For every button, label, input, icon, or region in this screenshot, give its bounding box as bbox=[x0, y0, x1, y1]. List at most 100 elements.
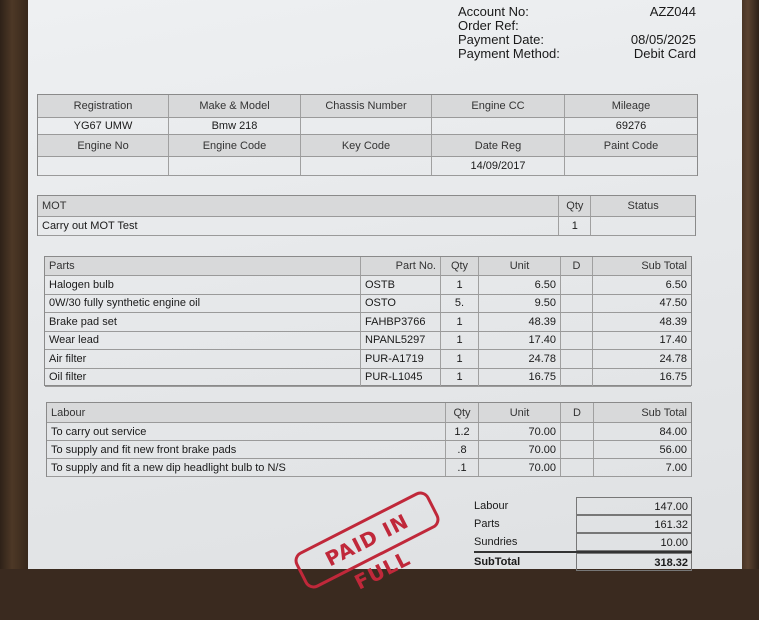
column-header: Unit bbox=[479, 403, 561, 422]
column-header: D bbox=[561, 257, 593, 275]
table-cell bbox=[38, 157, 169, 175]
table-cell: Air filter bbox=[45, 350, 361, 368]
table-cell: OSTO bbox=[361, 294, 441, 312]
table-cell: 48.39 bbox=[479, 313, 561, 331]
table-cell: NPANL5297 bbox=[361, 331, 441, 349]
table-row: Air filter PUR-A1719 1 24.78 24.78 bbox=[45, 350, 691, 369]
column-header: Status bbox=[627, 200, 659, 212]
column-header: Engine Code bbox=[169, 135, 301, 156]
table-cell bbox=[561, 368, 593, 386]
table-cell: Oil filter bbox=[45, 368, 361, 386]
total-value: 10.00 bbox=[576, 533, 692, 551]
total-label: SubTotal bbox=[474, 556, 521, 568]
column-header: Mileage bbox=[611, 100, 651, 112]
table-cell bbox=[561, 441, 594, 458]
table-header-row: Labour Qty Unit D Sub Total bbox=[47, 403, 691, 423]
table-cell: 1 bbox=[559, 217, 592, 235]
column-header: Chassis Number bbox=[301, 95, 432, 117]
table-cell: 69276 bbox=[615, 120, 647, 132]
column-header: Part No. bbox=[361, 257, 441, 275]
table-cell bbox=[561, 423, 594, 440]
table-cell bbox=[169, 157, 301, 175]
info-field: Payment Date: 08/05/2025 bbox=[458, 33, 696, 47]
info-field: Payment Method: Debit Card bbox=[458, 47, 696, 61]
table-cell: 16.75 bbox=[659, 371, 687, 384]
total-row: Labour 147.00 bbox=[474, 497, 692, 515]
table-cell: 1 bbox=[441, 313, 479, 331]
table-row: Oil filter PUR-L1045 1 16.75 16.75 bbox=[45, 368, 691, 387]
labour-table: Labour Qty Unit D Sub Total To carry out serv… bbox=[46, 402, 692, 477]
table-cell bbox=[561, 294, 593, 312]
table-header-row: Registration Make & Model Chassis Number En… bbox=[38, 95, 697, 118]
table-cell: 17.40 bbox=[479, 331, 561, 349]
table-header-row: Engine No Engine Code Key Code Date Reg Pain… bbox=[38, 135, 697, 157]
column-header: D bbox=[561, 403, 594, 422]
info-value: Debit Card bbox=[633, 46, 696, 61]
table-cell bbox=[561, 276, 593, 294]
wood-background-left bbox=[0, 0, 30, 569]
table-row: Carry out MOT Test 1 bbox=[38, 217, 695, 236]
table-cell: FAHBP3766 bbox=[361, 313, 441, 331]
column-header: Paint Code bbox=[603, 139, 659, 152]
total-label: Sundries bbox=[474, 536, 518, 548]
total-value: 147.00 bbox=[576, 497, 692, 515]
table-row: To supply and fit new front brake pads .8… bbox=[47, 441, 691, 459]
table-cell: 0W/30 fully synthetic engine oil bbox=[45, 294, 361, 312]
table-row: To carry out service 1.2 70.00 84.00 bbox=[47, 423, 691, 441]
mot-table: MOT Qty Status Carry out MOT Test 1 bbox=[37, 195, 696, 236]
table-cell bbox=[432, 118, 565, 134]
table-cell: 17.40 bbox=[659, 334, 687, 347]
table-cell: YG67 UMW bbox=[38, 118, 169, 134]
table-cell: To supply and fit a new dip headlight bu… bbox=[47, 459, 446, 476]
column-header: Sub Total bbox=[641, 406, 687, 419]
table-cell: 1 bbox=[441, 276, 479, 294]
column-header: Sub Total bbox=[641, 260, 687, 272]
table-cell: 24.78 bbox=[479, 350, 561, 368]
table-cell bbox=[561, 331, 593, 349]
table-cell: 5. bbox=[441, 294, 479, 312]
table-cell bbox=[591, 217, 695, 235]
table-row: Brake pad set FAHBP3766 1 48.39 48.39 bbox=[45, 313, 691, 332]
table-cell: 70.00 bbox=[479, 423, 561, 440]
parts-table: Parts Part No. Qty Unit D Sub Total Halogen bu… bbox=[44, 256, 692, 387]
table-cell: To carry out service bbox=[47, 423, 446, 440]
column-header: Qty bbox=[441, 257, 479, 275]
table-cell bbox=[561, 350, 593, 368]
column-header: Parts bbox=[45, 257, 361, 275]
table-cell: 7.00 bbox=[665, 461, 687, 474]
table-cell bbox=[301, 118, 432, 134]
column-header: Make & Model bbox=[169, 95, 301, 117]
table-cell: 14/09/2017 bbox=[432, 157, 565, 175]
table-row: YG67 UMW Bmw 218 69276 bbox=[38, 118, 697, 135]
table-cell: PUR-A1719 bbox=[361, 350, 441, 368]
column-header: Engine No bbox=[38, 135, 169, 156]
table-cell: To supply and fit new front brake pads bbox=[47, 441, 446, 458]
info-label: Order Ref: bbox=[458, 18, 519, 33]
info-label: Account No: bbox=[458, 4, 529, 19]
column-header: Engine CC bbox=[432, 95, 565, 117]
table-cell: 24.78 bbox=[659, 352, 687, 365]
table-cell: 1.2 bbox=[446, 423, 479, 440]
table-cell: 1 bbox=[441, 331, 479, 349]
column-header: Labour bbox=[47, 403, 446, 422]
table-cell: Carry out MOT Test bbox=[38, 217, 560, 235]
column-header: Qty bbox=[446, 403, 479, 422]
table-cell bbox=[565, 157, 697, 175]
info-label: Payment Method: bbox=[458, 46, 560, 61]
table-row: Wear lead NPANL5297 1 17.40 17.40 bbox=[45, 331, 691, 350]
total-row: Sundries 10.00 bbox=[474, 533, 692, 551]
vehicle-table: Registration Make & Model Chassis Number En… bbox=[37, 94, 698, 176]
table-cell bbox=[301, 157, 432, 175]
info-value: 08/05/2025 bbox=[630, 32, 696, 47]
total-row: SubTotal 318.32 bbox=[474, 551, 692, 571]
info-field: Account No: AZZ044 bbox=[458, 5, 696, 19]
table-cell: Wear lead bbox=[45, 331, 361, 349]
table-row: Halogen bulb OSTB 1 6.50 6.50 bbox=[45, 276, 691, 295]
column-header: MOT bbox=[38, 196, 560, 216]
total-row: Parts 161.32 bbox=[474, 515, 692, 533]
table-cell: 16.75 bbox=[479, 368, 561, 386]
table-cell: 6.50 bbox=[479, 276, 561, 294]
table-cell: 6.50 bbox=[665, 278, 687, 291]
info-label: Payment Date: bbox=[458, 32, 544, 47]
table-header-row: Parts Part No. Qty Unit D Sub Total bbox=[45, 257, 691, 276]
